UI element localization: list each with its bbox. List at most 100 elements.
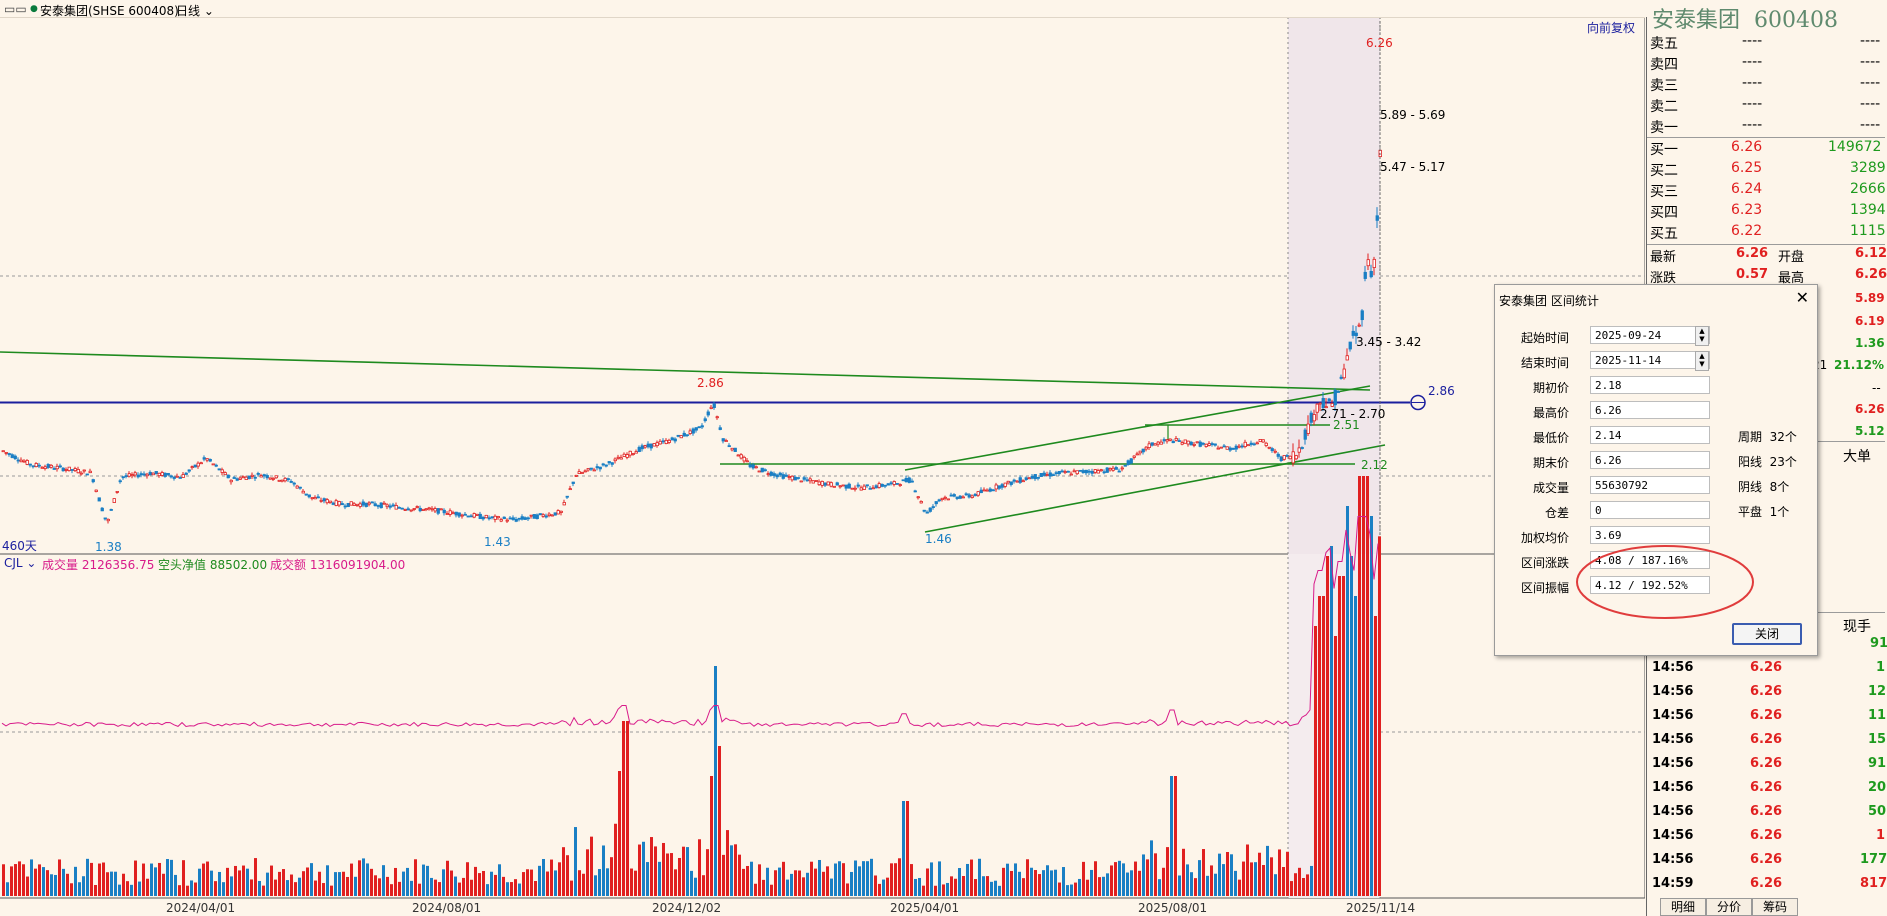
candle-body	[1258, 439, 1262, 443]
volume-bar	[1374, 616, 1377, 896]
quote-value: 6.19	[1855, 314, 1885, 328]
candle-body	[955, 496, 959, 499]
chart-canvas[interactable]	[0, 0, 1645, 916]
candle-body	[457, 512, 461, 517]
volume-bar	[62, 868, 65, 896]
volume-bar	[282, 869, 285, 896]
candle-body	[259, 475, 263, 478]
ask-row[interactable]: 卖三 ---- ----	[1650, 74, 1885, 94]
volume-bar	[410, 880, 413, 896]
restore-button[interactable]: 向前复权	[1587, 21, 1636, 35]
ask-label: 卖一	[1650, 120, 1678, 136]
volume-bar	[290, 874, 293, 896]
quote-value: --	[1872, 381, 1881, 395]
close-button[interactable]: 关闭	[1732, 623, 1802, 645]
candle-body	[271, 478, 275, 480]
volume-bar	[822, 871, 825, 896]
candle-body	[403, 509, 407, 511]
field-label: 成交量	[1532, 481, 1569, 495]
candle-body	[1327, 398, 1331, 402]
end-time-spinner[interactable]: ▲ ▼	[1695, 351, 1709, 371]
volume-bar	[1330, 546, 1333, 896]
end-time-field[interactable]: 2025-11-14	[1590, 351, 1710, 369]
candle-body	[646, 443, 650, 448]
candle-body	[1309, 412, 1313, 423]
tick-volume: 15	[1868, 732, 1887, 747]
bid-row[interactable]: 买四 6.23 1394	[1650, 201, 1886, 221]
candle-body	[712, 403, 716, 408]
period-selector[interactable]: 日线 ⌄	[176, 2, 214, 19]
dialog-titlebar[interactable]: 安泰集团 区间统计 ✕	[1497, 287, 1815, 311]
candle-body	[775, 474, 779, 478]
indicator-icon[interactable]: ▭▭	[4, 2, 27, 16]
candle-body	[1330, 403, 1334, 407]
candle-body	[718, 427, 722, 430]
candle-body	[1003, 482, 1007, 487]
bid-row[interactable]: 买一 6.26 149672	[1650, 138, 1885, 158]
candle-body	[337, 501, 341, 506]
candle-body	[1081, 470, 1085, 473]
candle-body	[505, 519, 509, 522]
start-time-spinner[interactable]: ▲ ▼	[1695, 326, 1709, 346]
volume-bar	[102, 862, 105, 896]
candle-body	[196, 462, 200, 467]
volume-bar	[1066, 885, 1069, 896]
bid-row[interactable]: 买三 6.24 2666	[1650, 180, 1886, 200]
current-hand-label: 现手	[1843, 619, 1871, 635]
volume-bar	[138, 881, 141, 896]
bid-volume: 2666	[1850, 181, 1886, 197]
candle-body	[1276, 453, 1280, 457]
volume-bar	[222, 882, 225, 896]
ask-row[interactable]: 卖四 ---- ----	[1650, 53, 1885, 73]
volume-bar	[790, 873, 793, 896]
volume-bar	[1154, 853, 1157, 896]
volume-bar	[1246, 844, 1249, 896]
close-icon[interactable]: ✕	[1795, 288, 1809, 307]
stat-row: 平盘 1个	[1738, 503, 1789, 520]
candle-body	[172, 476, 176, 479]
bid-row[interactable]: 买五 6.22 1115	[1650, 222, 1886, 242]
tab-chips[interactable]: 筹码	[1752, 898, 1798, 916]
ask-row[interactable]: 卖二 ---- ----	[1650, 95, 1885, 115]
candle-body	[952, 494, 956, 497]
start-time-field[interactable]: 2025-09-24	[1590, 326, 1710, 344]
candle-body	[340, 503, 344, 506]
ask-row[interactable]: 卖五 ---- ----	[1650, 32, 1885, 52]
candle-body	[1006, 480, 1010, 484]
volume-bar	[1006, 863, 1009, 896]
candle-body	[163, 472, 167, 477]
volume-bar	[130, 884, 133, 896]
volume-indicator-name[interactable]: CJL ⌄	[4, 556, 36, 570]
volume-bar	[1146, 859, 1149, 896]
big-order-label[interactable]: 大单	[1843, 449, 1871, 465]
volume-bar	[978, 858, 981, 896]
candle-body	[964, 493, 968, 496]
tick-price: 6.26	[1750, 660, 1783, 675]
candle-body	[997, 485, 1001, 489]
volume-bar	[1170, 776, 1173, 896]
volume-bar	[414, 859, 417, 896]
volume-bar	[82, 876, 85, 896]
candle-body	[133, 472, 137, 476]
tick-time: 14:56	[1652, 780, 1694, 795]
candle-body	[100, 507, 104, 512]
tab-price-distribution[interactable]: 分价	[1706, 898, 1752, 916]
candle-body	[940, 497, 944, 500]
ask-row[interactable]: 卖一 ---- ----	[1650, 116, 1885, 136]
candle-body	[463, 513, 467, 516]
candle-body	[181, 474, 185, 478]
bid-row[interactable]: 买二 6.25 3289	[1650, 159, 1886, 179]
volume-bar	[1018, 871, 1021, 896]
volume-bar	[782, 861, 785, 896]
candle-body	[769, 471, 773, 476]
tick-time: 14:56	[1652, 756, 1694, 771]
candle-body	[1111, 467, 1115, 471]
candle-body	[28, 463, 32, 466]
interval-stats-dialog[interactable]: 安泰集团 区间统计 ✕ 起始时间 2025-09-24 ▲ ▼ 结束时间 2025…	[1494, 284, 1818, 656]
tab-detail[interactable]: 明细	[1660, 898, 1706, 916]
candle-body	[595, 466, 599, 469]
volume-bar	[906, 801, 909, 896]
candle-body	[622, 453, 626, 457]
volume-bar	[450, 870, 453, 896]
bid-price: 6.24	[1731, 181, 1763, 197]
